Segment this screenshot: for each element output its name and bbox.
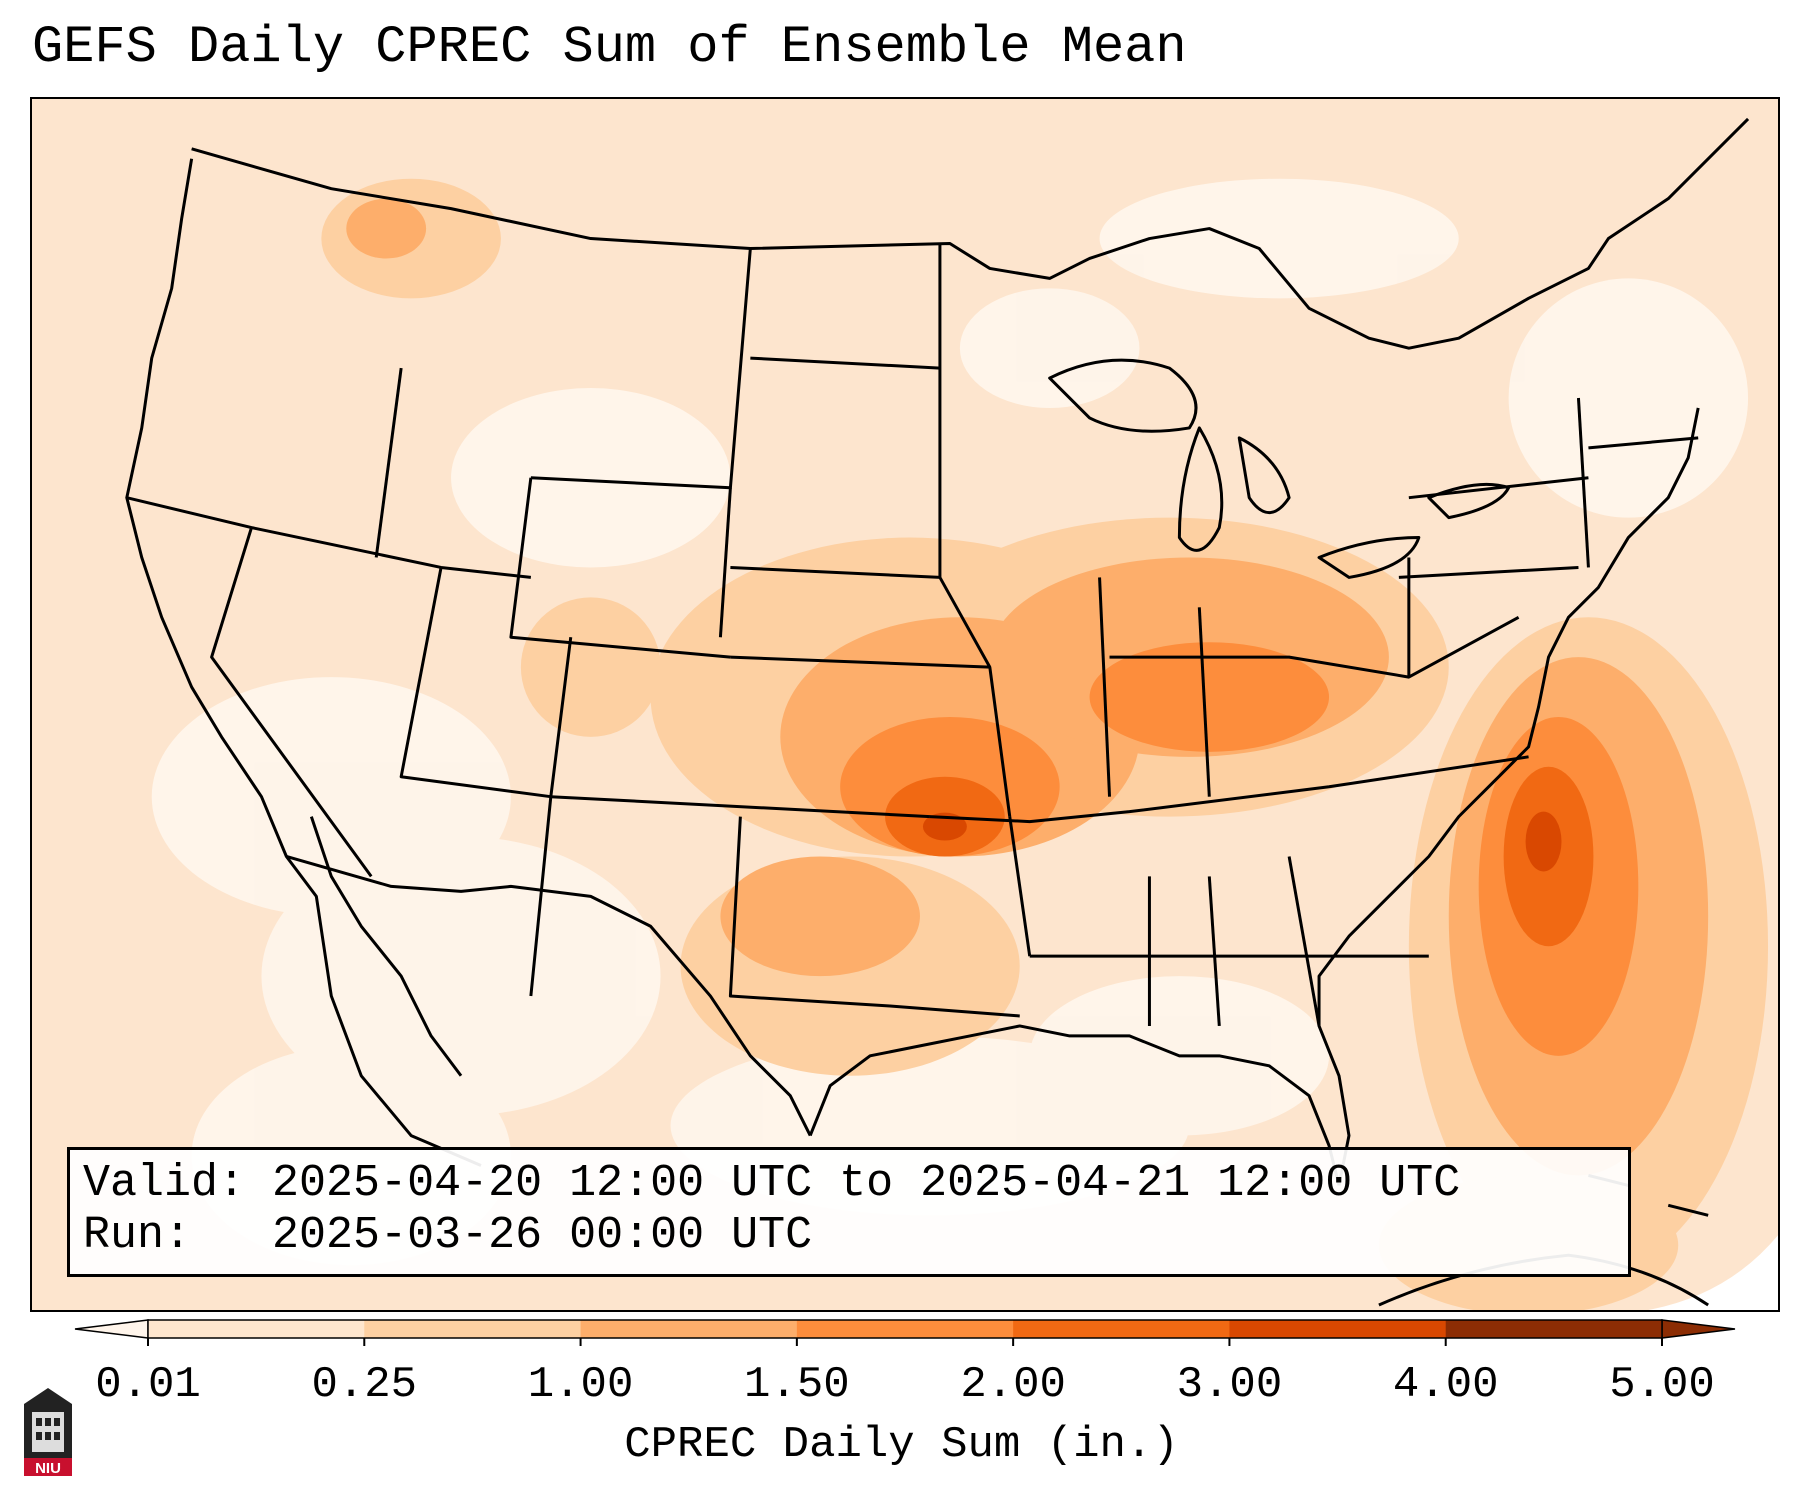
colorbar-segment <box>148 1320 365 1338</box>
colorbar-segment <box>1445 1320 1663 1338</box>
run-value: 2025-03-26 00:00 UTC <box>272 1210 813 1261</box>
colorbar-tick-label: 1.00 <box>527 1360 634 1410</box>
colorbar-segment <box>1013 1320 1230 1338</box>
colorbar <box>74 1319 1736 1346</box>
map-boundaries <box>125 117 1750 1307</box>
valid-label: Valid: <box>83 1158 246 1209</box>
map-title: GEFS Daily CPREC Sum of Ensemble Mean <box>32 18 1187 77</box>
colorbar-segment <box>796 1320 1014 1338</box>
colorbar-tick-label: 5.00 <box>1609 1360 1715 1410</box>
run-label: Run: <box>83 1210 192 1261</box>
colorbar-tick-label: 1.50 <box>744 1360 850 1410</box>
colorbar-tick-label: 2.00 <box>960 1360 1066 1410</box>
colorbar-segment <box>364 1320 582 1338</box>
colorbar-tick-label: 0.25 <box>311 1360 418 1410</box>
colorbar-tick-label: 4.00 <box>1392 1360 1499 1410</box>
colorbar-segment <box>1229 1320 1447 1338</box>
precipitation-map <box>30 97 1780 1312</box>
valid-value: 2025-04-20 12:00 UTC to 2025-04-21 12:00… <box>272 1158 1461 1209</box>
niu-building-icon: NIU <box>24 1388 72 1477</box>
colorbar-segment <box>580 1320 798 1338</box>
colorbar-extend-min <box>74 1319 149 1339</box>
peak-precip-areas <box>922 811 1562 872</box>
colorbar-tick-label: 0.01 <box>95 1360 201 1410</box>
logo-text: NIU <box>35 1460 61 1477</box>
valid-time-box: Valid: 2025-04-20 12:00 UTC to 2025-04-2… <box>67 1147 1631 1277</box>
colorbar-extend-max <box>1661 1319 1736 1339</box>
colorbar-tick-label: 3.00 <box>1176 1360 1283 1410</box>
colorbar-border <box>147 1319 1663 1339</box>
colorbar-label: CPREC Daily Sum (in.) <box>624 1420 1179 1470</box>
